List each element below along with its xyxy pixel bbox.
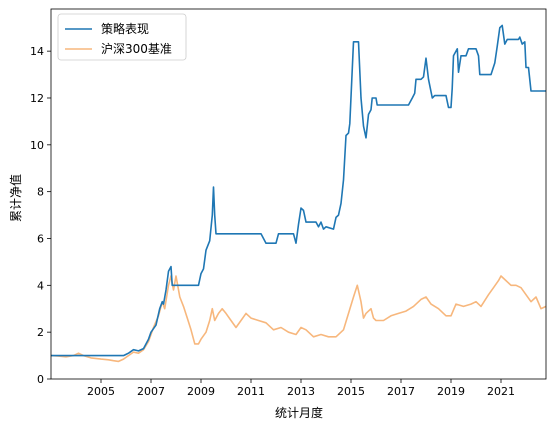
y-axis: 0 2 4 6 8 10 12 14	[30, 45, 51, 386]
x-tick-label: 2021	[487, 385, 515, 398]
x-tick-label: 2019	[437, 385, 465, 398]
series-line-1	[50, 275, 547, 363]
plot-frame	[50, 8, 547, 380]
x-tick-label: 2009	[187, 385, 215, 398]
x-tick-label: 2015	[337, 385, 365, 398]
y-axis-label: 累计净值	[8, 174, 23, 222]
x-tick-label: 2007	[137, 385, 165, 398]
plot-area	[50, 8, 547, 380]
legend-label: 沪深300基准	[101, 42, 172, 56]
y-tick-label: 4	[37, 279, 44, 292]
y-tick-label: 2	[37, 326, 44, 339]
legend-label: 策略表现	[101, 21, 149, 36]
x-axis: 2005 2007 2009 2011 2013 2015 2017 2019 2021	[87, 379, 515, 398]
series-line-0	[51, 24, 546, 357]
x-tick-label: 2005	[87, 385, 115, 398]
x-axis-label: 统计月度	[275, 405, 323, 420]
y-tick-label: 0	[37, 373, 44, 386]
y-tick-label: 14	[30, 45, 44, 58]
x-tick-label: 2011	[237, 385, 265, 398]
x-tick-label: 2013	[287, 385, 315, 398]
y-tick-label: 12	[30, 92, 44, 105]
y-tick-label: 6	[37, 232, 44, 245]
y-tick-label: 10	[30, 139, 44, 152]
y-tick-label: 8	[37, 186, 44, 199]
x-tick-label: 2017	[387, 385, 415, 398]
watermark: 知乎 @丹生谷三夏	[410, 396, 526, 413]
